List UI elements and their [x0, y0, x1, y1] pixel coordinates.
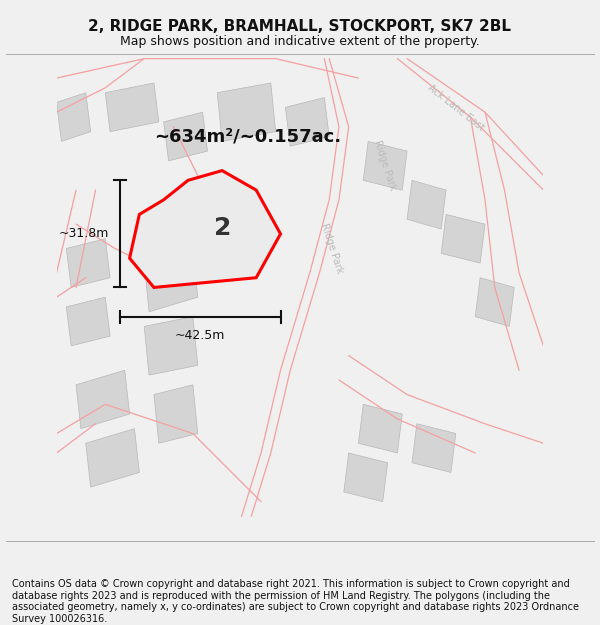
Polygon shape: [344, 453, 388, 502]
Polygon shape: [86, 429, 139, 487]
Text: 2, RIDGE PARK, BRAMHALL, STOCKPORT, SK7 2BL: 2, RIDGE PARK, BRAMHALL, STOCKPORT, SK7 …: [89, 19, 511, 34]
Polygon shape: [217, 83, 275, 141]
Polygon shape: [407, 181, 446, 229]
Polygon shape: [286, 98, 329, 146]
Text: Ridge Park: Ridge Park: [373, 139, 398, 192]
Text: Contains OS data © Crown copyright and database right 2021. This information is : Contains OS data © Crown copyright and d…: [12, 579, 579, 624]
Polygon shape: [105, 83, 159, 132]
Text: ~634m²/~0.157ac.: ~634m²/~0.157ac.: [154, 127, 341, 146]
Polygon shape: [144, 317, 198, 375]
Text: ~42.5m: ~42.5m: [175, 329, 226, 342]
Text: Ridge Park: Ridge Park: [319, 222, 344, 275]
Polygon shape: [363, 141, 407, 190]
Text: ~31.8m: ~31.8m: [59, 228, 109, 241]
Polygon shape: [164, 112, 208, 161]
Text: Map shows position and indicative extent of the property.: Map shows position and indicative extent…: [120, 35, 480, 48]
Text: 2: 2: [214, 216, 232, 241]
Polygon shape: [66, 297, 110, 346]
Polygon shape: [358, 404, 402, 453]
Polygon shape: [130, 171, 281, 288]
Polygon shape: [76, 370, 130, 429]
Text: Ack Lane East: Ack Lane East: [425, 82, 486, 132]
Polygon shape: [66, 239, 110, 288]
Polygon shape: [56, 92, 91, 141]
Polygon shape: [441, 214, 485, 263]
Polygon shape: [154, 385, 198, 443]
Polygon shape: [412, 424, 456, 472]
Polygon shape: [144, 249, 198, 312]
Polygon shape: [475, 278, 514, 326]
